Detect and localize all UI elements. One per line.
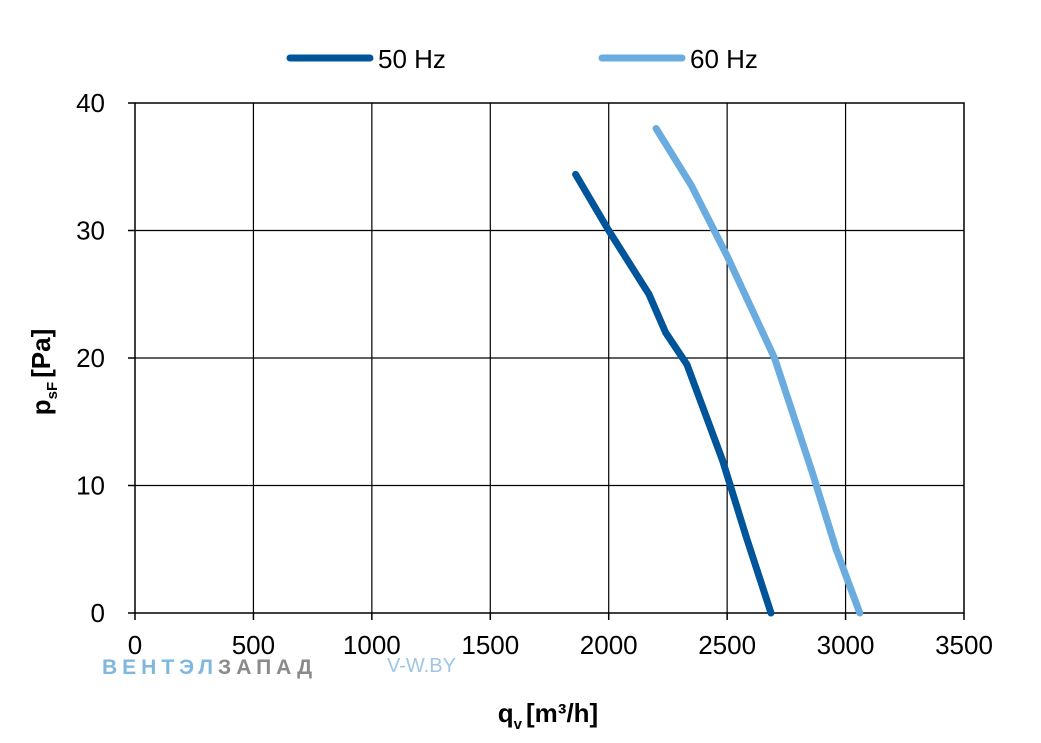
series-lines xyxy=(572,125,864,617)
y-axis-label-main: p xyxy=(26,399,56,415)
y-axis-label-unit: [Pa] xyxy=(26,329,56,378)
x-axis-label-sub: v xyxy=(514,716,523,733)
legend-label-2: 60 Hz xyxy=(690,44,758,74)
x-tick-label: 3500 xyxy=(935,630,993,660)
legend: 50 Hz 60 Hz xyxy=(286,44,758,74)
legend-label-1: 50 Hz xyxy=(378,44,446,74)
grid xyxy=(135,103,964,613)
x-tick-label: 1500 xyxy=(461,630,519,660)
axis-ticks xyxy=(128,102,965,620)
watermark-brand-part1: ВЕНТЭЛ xyxy=(102,656,218,679)
x-axis-label-main: q xyxy=(498,698,514,728)
x-tick-label: 3000 xyxy=(817,630,875,660)
x-tick-label: 2000 xyxy=(580,630,638,660)
x-tick-label: 500 xyxy=(232,630,275,660)
x-axis-label: qv [m³/h] xyxy=(498,698,598,733)
y-tick-label: 40 xyxy=(76,88,105,118)
y-axis-tick-labels: 0 10 20 30 40 xyxy=(76,88,105,628)
x-axis-tick-labels: 0 500 1000 1500 2000 2500 3000 3500 xyxy=(128,630,993,660)
y-tick-label: 10 xyxy=(76,471,105,501)
y-tick-label: 0 xyxy=(91,598,105,628)
y-axis-label-sub: sF xyxy=(44,382,61,400)
x-tick-label: 2500 xyxy=(698,630,756,660)
x-tick-label: 0 xyxy=(128,630,142,660)
watermark-url: V-W.BY xyxy=(387,655,456,677)
y-axis-label: psF [Pa] xyxy=(26,329,61,416)
x-axis-label-unit: [m³/h] xyxy=(526,698,598,728)
series-line-2 xyxy=(652,125,864,617)
watermark-brand-part2: ЗАПАД xyxy=(218,656,317,679)
svg-text:ВЕНТЭЛЗАПАД: ВЕНТЭЛЗАПАД xyxy=(102,656,317,679)
series-line-1 xyxy=(572,170,775,617)
x-tick-label: 1000 xyxy=(343,630,401,660)
y-tick-label: 30 xyxy=(76,216,105,246)
watermark: ВЕНТЭЛЗАПАД V-W.BY xyxy=(102,655,456,679)
y-tick-label: 20 xyxy=(76,343,105,373)
